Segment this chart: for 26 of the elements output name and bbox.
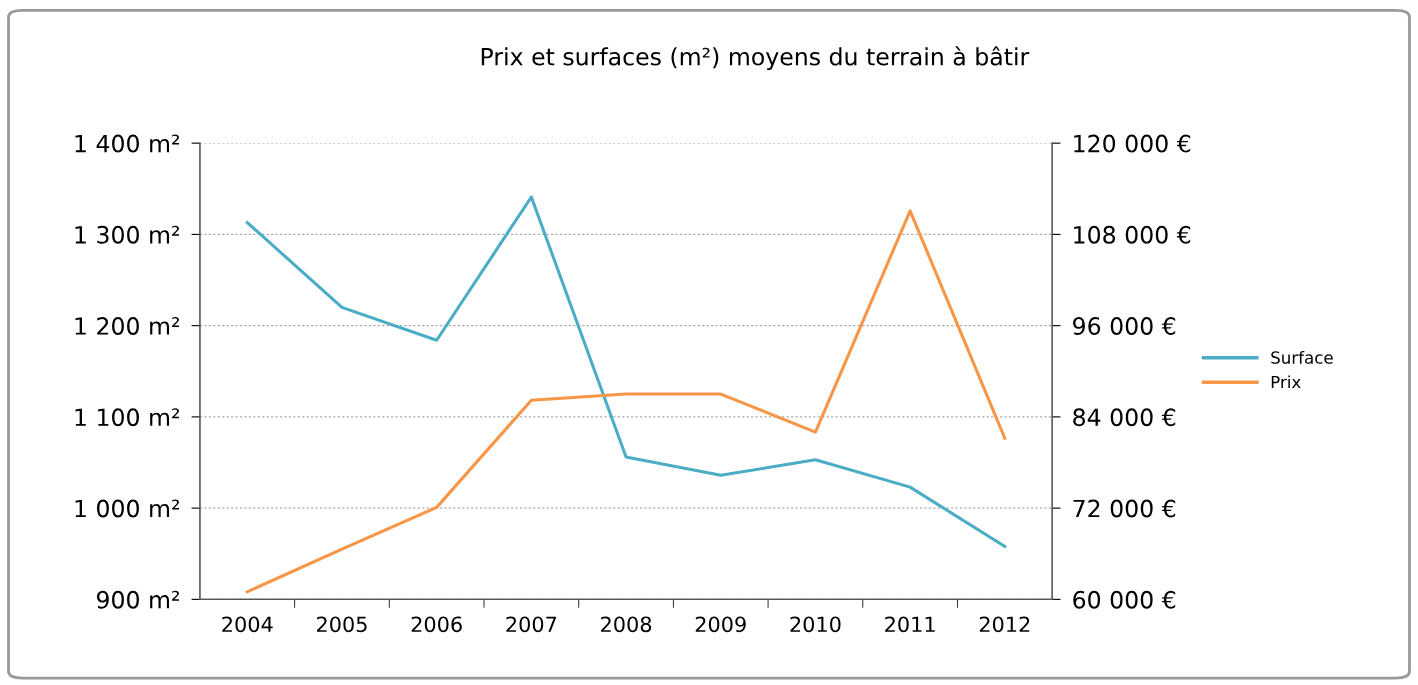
legend-label: Prix [1271, 375, 1301, 389]
line-series [245, 195, 1007, 548]
y2-tick-label: 120 000 € [1074, 134, 1191, 153]
x-tick-label: 2006 [411, 616, 462, 633]
y-tick-label: 1 200 m² [75, 317, 180, 335]
y2-tick-label: 72 000 € [1073, 499, 1176, 518]
x-tick-label: 2008 [601, 616, 652, 633]
line-series [245, 209, 1007, 594]
chart-title: Prix et surfaces (m²) moyens du terrain à bâtir [481, 46, 1030, 71]
x-tick-label: 2004 [222, 616, 273, 633]
x-tick-label: 2010 [790, 616, 841, 633]
y-tick-label: 1 400 m² [75, 134, 180, 153]
legend-label: Surface [1271, 350, 1333, 364]
y-tick-label: 900 m² [96, 590, 180, 609]
y2-tick-label: 108 000 € [1074, 225, 1191, 244]
y2-tick-label: 96 000 € [1073, 317, 1176, 335]
y-tick-label: 1 100 m² [75, 408, 180, 427]
x-tick-label: 2009 [695, 616, 746, 633]
x-tick-label: 2005 [316, 616, 367, 633]
y2-tick-label: 60 000 € [1073, 590, 1176, 609]
y-tick-label: 1 300 m² [75, 225, 180, 244]
x-tick-label: 2012 [979, 616, 1030, 633]
y2-tick-label: 84 000 € [1073, 408, 1176, 427]
y-tick-label: 1 000 m² [75, 499, 180, 518]
x-tick-label: 2007 [506, 616, 557, 633]
x-tick-label: 2011 [885, 616, 935, 633]
